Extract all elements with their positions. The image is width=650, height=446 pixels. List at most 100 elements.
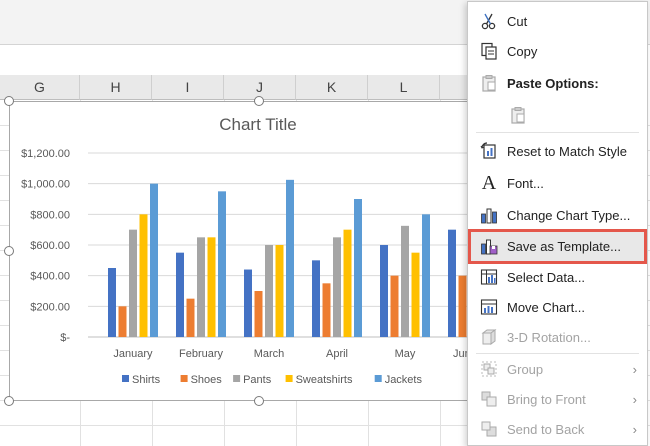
bar-shoes-april[interactable] [322,283,331,337]
group-icon [480,360,498,378]
bar-pants-january[interactable] [129,229,137,337]
rotation-3d-icon [480,328,498,346]
column-header-m[interactable] [440,75,470,100]
paste-icon [509,106,527,124]
bar-pants-may[interactable] [401,225,409,337]
legend-label-shirts[interactable]: Shirts [132,374,161,386]
bar-sweatshirts-may[interactable] [411,252,420,337]
menu-item-font[interactable]: A Font... [468,169,647,197]
menu-item-change-chart-type[interactable]: Change Chart Type... [468,201,647,229]
select-data-icon [480,268,498,286]
bar-shoes-january[interactable] [118,306,127,337]
menu-item-group: Group › [468,355,647,383]
bar-shoes-may[interactable] [390,275,399,337]
menu-item-move-chart[interactable]: Move Chart... [468,293,647,321]
column-header-l[interactable]: L [368,75,440,100]
legend-label-jackets[interactable]: Jackets [385,374,423,386]
menu-item-label: Cut [507,13,528,29]
bar-jackets-april[interactable] [354,199,362,337]
move-chart-icon [480,298,498,316]
x-tick-label: March [254,348,285,360]
menu-item-label: Copy [507,43,538,59]
column-header-k[interactable]: K [296,75,368,100]
menu-item-save-as-template[interactable]: Save as Template... [468,229,647,264]
chevron-right-icon: › [632,391,637,407]
menu-item-select-data[interactable]: Select Data... [468,263,647,291]
chart-resize-handle-bottom[interactable] [254,396,264,406]
bar-pants-february[interactable] [197,237,205,337]
y-tick-label: $800.00 [30,209,70,221]
context-menu: Cut Copy Paste Options: Reset to Match S… [467,1,648,446]
bar-shirts-june[interactable] [448,229,456,337]
y-tick-label: $1,000.00 [21,179,70,191]
column-header-h[interactable]: H [80,75,152,100]
legend-swatch-shirts [122,375,129,382]
menu-item-label: Send to Back [507,421,585,437]
reset-style-icon [480,142,498,160]
bar-sweatshirts-january[interactable] [139,214,148,337]
bar-shirts-may[interactable] [380,245,388,337]
bar-shoes-march[interactable] [254,291,263,337]
bar-shoes-june[interactable] [458,275,467,337]
x-tick-label: January [113,348,153,360]
paste-option-keep-formatting[interactable] [502,101,534,129]
y-tick-label: $600.00 [30,240,70,252]
bar-shirts-march[interactable] [244,269,252,337]
menu-item-label: Font... [507,175,544,191]
menu-item-reset-to-match-style[interactable]: Reset to Match Style [468,137,647,165]
bar-shoes-february[interactable] [186,298,195,337]
menu-section-paste-options: Paste Options: [468,69,647,97]
menu-item-3d-rotation: 3-D Rotation... [468,323,647,351]
chart-type-icon [480,206,498,224]
menu-item-label: Bring to Front [507,391,586,407]
y-tick-label: $200.00 [30,301,70,313]
menu-item-send-to-back: Send to Back › [468,415,647,443]
bring-to-front-icon [480,390,498,408]
column-header-i[interactable]: I [152,75,224,100]
x-tick-label: May [395,348,416,360]
bar-shirts-january[interactable] [108,268,116,337]
bar-jackets-january[interactable] [150,183,158,337]
chart-resize-handle-left[interactable] [4,246,14,256]
clipboard-icon [480,74,498,92]
legend-label-sweatshirts[interactable]: Sweatshirts [296,374,353,386]
bar-jackets-march[interactable] [286,179,294,337]
send-to-back-icon [480,420,498,438]
menu-item-label: Reset to Match Style [507,143,627,159]
chevron-right-icon: › [632,361,637,377]
legend-label-pants[interactable]: Pants [243,374,272,386]
bar-sweatshirts-april[interactable] [343,229,352,337]
chart-area[interactable]: Chart Title $- $200.00 $400.00 $600.00 $800.… [9,101,480,402]
bar-sweatshirts-march[interactable] [275,245,284,337]
legend-swatch-shoes [180,375,188,382]
bar-pants-march[interactable] [265,245,273,337]
menu-item-copy[interactable]: Copy [468,37,647,65]
save-template-icon [480,237,498,255]
column-header-g[interactable]: G [0,75,80,100]
bar-shirts-april[interactable] [312,260,320,337]
bar-sweatshirts-february[interactable] [207,237,216,337]
legend-label-shoes[interactable]: Shoes [191,374,223,386]
chart-title[interactable]: Chart Title [219,115,296,134]
chart-resize-handle-top-left[interactable] [4,96,14,106]
menu-item-cut[interactable]: Cut [468,7,647,35]
bar-jackets-may[interactable] [422,214,430,337]
x-tick-label: February [179,348,224,360]
legend-swatch-pants [233,375,241,382]
menu-item-label: 3-D Rotation... [507,329,591,345]
paste-options-label: Paste Options: [507,75,599,91]
bar-pants-april[interactable] [333,237,341,337]
menu-item-label: Select Data... [507,269,586,285]
menu-item-bring-to-front: Bring to Front › [468,385,647,413]
font-icon: A [481,171,497,194]
y-tick-label: $1,200.00 [21,148,70,160]
x-tick-label: April [326,348,348,360]
menu-item-label: Change Chart Type... [507,207,631,223]
scissors-icon [480,12,498,30]
y-tick-label: $- [60,332,70,344]
bar-jackets-february[interactable] [218,191,226,337]
chart-resize-handle-top[interactable] [254,96,264,106]
chart-resize-handle-bottom-left[interactable] [4,396,14,406]
column-chart[interactable]: Chart Title $- $200.00 $400.00 $600.00 $800.… [10,102,480,402]
bar-shirts-february[interactable] [176,252,184,337]
